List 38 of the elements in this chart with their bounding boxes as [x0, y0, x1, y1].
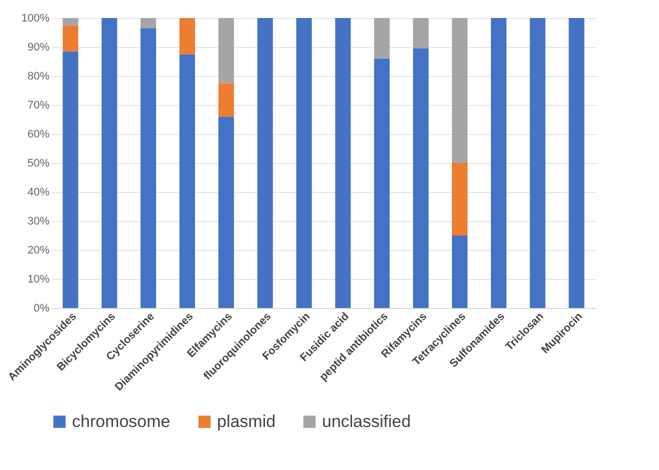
bar	[140, 28, 156, 308]
legend-label: chromosome	[72, 412, 170, 431]
bar	[413, 48, 429, 308]
y-tick-label: 40%	[27, 186, 50, 198]
bar	[413, 18, 429, 48]
bar	[374, 18, 390, 59]
y-tick-label: 50%	[27, 158, 50, 170]
bar	[335, 18, 351, 308]
bar	[179, 54, 196, 308]
bar	[62, 25, 78, 52]
y-tick-label: 10%	[27, 274, 50, 286]
bar	[452, 236, 468, 308]
bar	[218, 83, 234, 117]
bar	[140, 18, 156, 28]
bar	[102, 18, 118, 308]
bar	[218, 116, 234, 308]
bar	[568, 18, 584, 308]
y-tick-label: 80%	[27, 70, 50, 82]
bar	[452, 18, 468, 163]
bar	[490, 18, 506, 308]
legend-label: plasmid	[217, 412, 276, 431]
bar	[62, 18, 78, 26]
bar	[218, 18, 234, 84]
bar	[452, 163, 468, 236]
bar	[257, 18, 273, 308]
bar	[179, 18, 196, 54]
bar	[530, 18, 546, 308]
y-tick-label: 100%	[21, 12, 50, 24]
legend-label: unclassified	[322, 412, 411, 431]
y-tick-label: 90%	[27, 42, 50, 54]
bar	[62, 51, 78, 308]
y-tick-label: 0%	[34, 302, 50, 314]
y-tick-label: 60%	[27, 128, 50, 140]
y-tick-label: 30%	[27, 216, 50, 228]
y-tick-label: 20%	[27, 244, 50, 256]
y-tick-label: 70%	[27, 100, 50, 112]
bar	[296, 18, 312, 308]
bar	[374, 58, 390, 308]
